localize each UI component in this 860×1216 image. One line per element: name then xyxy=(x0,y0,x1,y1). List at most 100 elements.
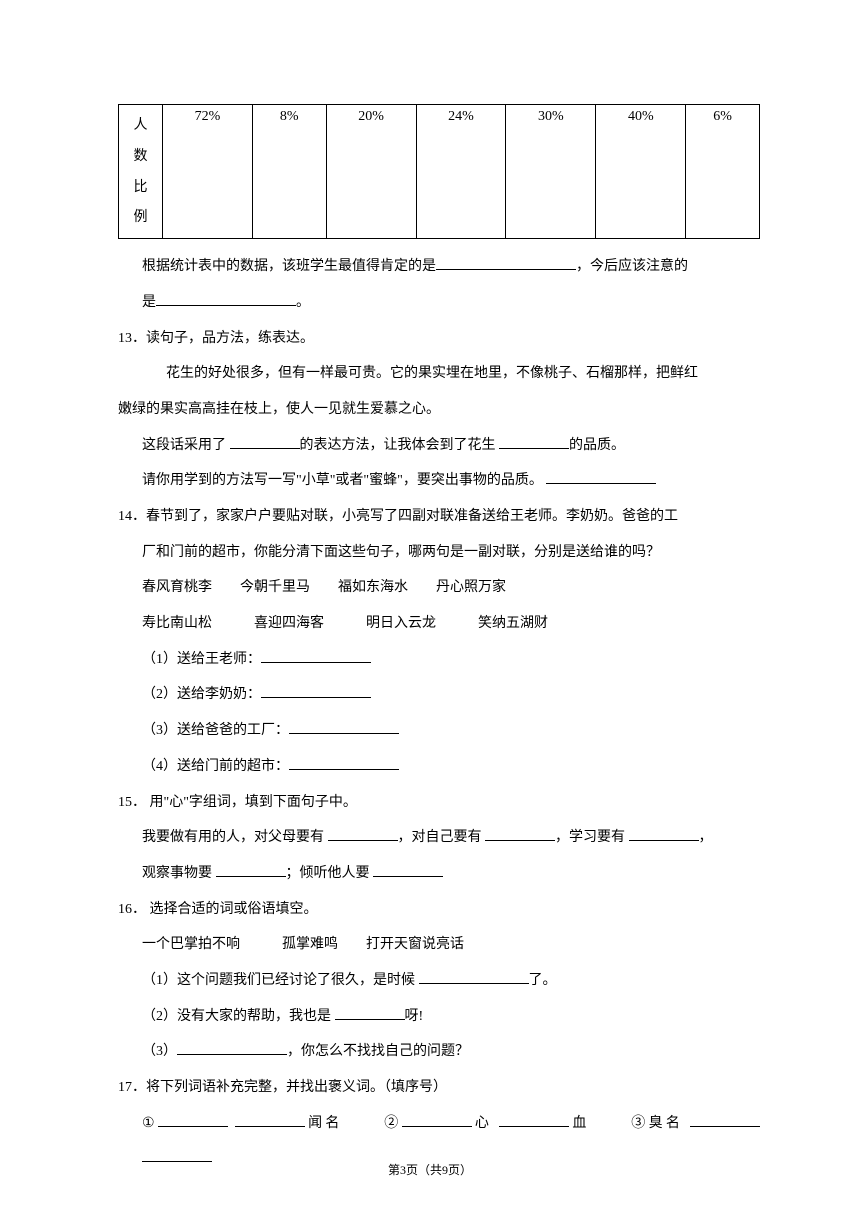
text: 的表达方法，让我体会到了花生 xyxy=(300,438,500,453)
text: 了。 xyxy=(529,973,557,988)
blank xyxy=(230,436,300,449)
q14-line1: 14．春节到了，家家户户要贴对联，小亮写了四副对联准备送给王老师。李奶奶。爸爸的… xyxy=(118,499,760,535)
blank xyxy=(690,1114,760,1127)
text: 春风育桃李 今朝千里马 福如东海水 丹心照万家 xyxy=(142,580,506,595)
footer-text: 页 xyxy=(406,1163,418,1177)
label-char: 例 xyxy=(134,210,148,225)
q16-options: 一个巴掌拍不响 孤掌难鸣 打开天窗说亮话 xyxy=(118,927,760,963)
text: 观察事物要 xyxy=(142,866,216,881)
text: 闻名 xyxy=(305,1116,378,1131)
text: 是 xyxy=(142,295,156,310)
text: 厂和门前的超市，你能分清下面这些句子，哪两句是一副对联，分别是送给谁的吗？ xyxy=(142,545,660,560)
label-char: 数 xyxy=(134,149,148,164)
table-cell: 8% xyxy=(252,105,326,239)
percentage-table: 人 数 比 例 72% 8% 20% 24% 30% 40% 6% xyxy=(118,104,760,239)
q12-summary-line1: 根据统计表中的数据，该班学生最值得肯定的是 ，今后应该注意的 xyxy=(118,249,760,285)
text: ，对自己要有 xyxy=(398,830,486,845)
footer-text: 第 xyxy=(388,1163,400,1177)
q13-line2: 请你用学到的方法写一写"小草"或者"蜜蜂"，要突出事物的品质。 xyxy=(118,463,760,499)
blank xyxy=(158,1114,228,1127)
blank xyxy=(289,757,399,770)
blank xyxy=(289,722,399,735)
question-number: 14． xyxy=(118,509,146,524)
page-footer: 第3页（共9页） xyxy=(0,1161,860,1178)
text: ，你怎么不找找自己的问题？ xyxy=(287,1044,469,1059)
q16-heading: 16． 选择合适的词或俗语填空。 xyxy=(118,892,760,928)
blank xyxy=(335,1007,405,1020)
text: （1）送给王老师： xyxy=(142,652,261,667)
q14-answer3: （3）送给爸爸的工厂： xyxy=(118,713,760,749)
text: 请你用学到的方法写一写"小草"或者"蜜蜂"，要突出事物的品质。 xyxy=(142,473,546,488)
table-cell: 72% xyxy=(163,105,253,239)
question-title: 读句子，品方法，练表达。 xyxy=(146,331,314,346)
q16-answer3: （3） ，你怎么不找找自己的问题？ xyxy=(118,1034,760,1070)
blank xyxy=(261,686,371,699)
blank xyxy=(402,1114,472,1127)
table-cell: 6% xyxy=(686,105,760,239)
text: ，今后应该注意的 xyxy=(576,259,688,274)
question-title: 选择合适的词或俗语填空。 xyxy=(146,902,318,917)
blank xyxy=(485,829,555,842)
text: 血 xyxy=(569,1116,624,1131)
text: （3）送给爸爸的工厂： xyxy=(142,723,289,738)
blank xyxy=(499,436,569,449)
q17-heading: 17．将下列词语补充完整，并找出褒义词。（填序号） xyxy=(118,1070,760,1106)
text: 嫩绿的果实高高挂在枝上，使人一见就生爱慕之心。 xyxy=(118,402,440,417)
text: 我要做有用的人，对父母要有 xyxy=(142,830,328,845)
text: 心 xyxy=(472,1116,500,1131)
q13-para1: 花生的好处很多，但有一样最可贵。它的果实埋在地里，不像桃子、石榴那样，把鲜红 xyxy=(118,356,760,392)
blank xyxy=(177,1043,287,1056)
text: （3） xyxy=(142,1044,177,1059)
q15-line1: 我要做有用的人，对父母要有 ，对自己要有 ，学习要有 ， xyxy=(118,820,760,856)
blank xyxy=(629,829,699,842)
q16-answer1: （1）这个问题我们已经讨论了很久，是时候 了。 xyxy=(118,963,760,999)
text: ， xyxy=(699,830,713,845)
q15-line2: 观察事物要 ；倾听他人要 xyxy=(118,856,760,892)
table-cell: 30% xyxy=(506,105,596,239)
table-cell: 24% xyxy=(416,105,506,239)
blank xyxy=(373,864,443,877)
q14-line2: 厂和门前的超市，你能分清下面这些句子，哪两句是一副对联，分别是送给谁的吗？ xyxy=(118,535,760,571)
label-char: 人 xyxy=(134,118,148,133)
table-row: 人 数 比 例 72% 8% 20% 24% 30% 40% 6% xyxy=(119,105,760,239)
question-number: 16． xyxy=(118,902,146,917)
table-cell: 40% xyxy=(596,105,686,239)
table-cell: 20% xyxy=(326,105,416,239)
q14-options2: 寿比南山松 喜迎四海客 明日入云龙 笑纳五湖财 xyxy=(118,606,760,642)
footer-text: （共 xyxy=(418,1163,442,1177)
question-title: 用"心"字组词，填到下面句子中。 xyxy=(146,795,357,810)
circled-number-1: ① xyxy=(142,1116,158,1131)
text: 一个巴掌拍不响 孤掌难鸣 打开天窗说亮话 xyxy=(142,937,464,952)
blank xyxy=(436,258,576,271)
text: 的品质。 xyxy=(569,438,625,453)
q14-answer2: （2）送给李奶奶： xyxy=(118,677,760,713)
blank xyxy=(216,864,286,877)
blank xyxy=(261,650,371,663)
q14-answer1: （1）送给王老师： xyxy=(118,642,760,678)
q12-summary-line2: 是。 xyxy=(118,285,760,321)
label-char: 比 xyxy=(134,180,148,195)
text: （2）没有大家的帮助，我也是 xyxy=(142,1009,335,1024)
blank xyxy=(235,1114,305,1127)
blank xyxy=(499,1114,569,1127)
circled-number-2: ② xyxy=(384,1116,401,1131)
text: （1）这个问题我们已经讨论了很久，是时候 xyxy=(142,973,419,988)
row-label-cell: 人 数 比 例 xyxy=(119,105,163,239)
text: 花生的好处很多，但有一样最可贵。它的果实埋在地里，不像桃子、石榴那样，把鲜红 xyxy=(166,366,698,381)
text: 根据统计表中的数据，该班学生最值得肯定的是 xyxy=(142,259,436,274)
q15-heading: 15． 用"心"字组词，填到下面句子中。 xyxy=(118,785,760,821)
q16-answer2: （2）没有大家的帮助，我也是 呀! xyxy=(118,999,760,1035)
circled-number-3: ③ xyxy=(631,1116,648,1131)
text: （4）送给门前的超市： xyxy=(142,759,289,774)
question-title: 将下列词语补充完整，并找出褒义词。（填序号） xyxy=(146,1080,447,1095)
blank xyxy=(419,971,529,984)
text: 臭名 xyxy=(649,1116,691,1131)
q14-options1: 春风育桃李 今朝千里马 福如东海水 丹心照万家 xyxy=(118,570,760,606)
question-number: 13． xyxy=(118,331,146,346)
footer-text: 页） xyxy=(448,1163,472,1177)
question-number: 15． xyxy=(118,795,146,810)
text: 呀! xyxy=(405,1009,424,1024)
text: 春节到了，家家户户要贴对联，小亮写了四副对联准备送给王老师。李奶奶。爸爸的工 xyxy=(146,509,678,524)
q14-answer4: （4）送给门前的超市： xyxy=(118,749,760,785)
blank xyxy=(546,472,656,485)
